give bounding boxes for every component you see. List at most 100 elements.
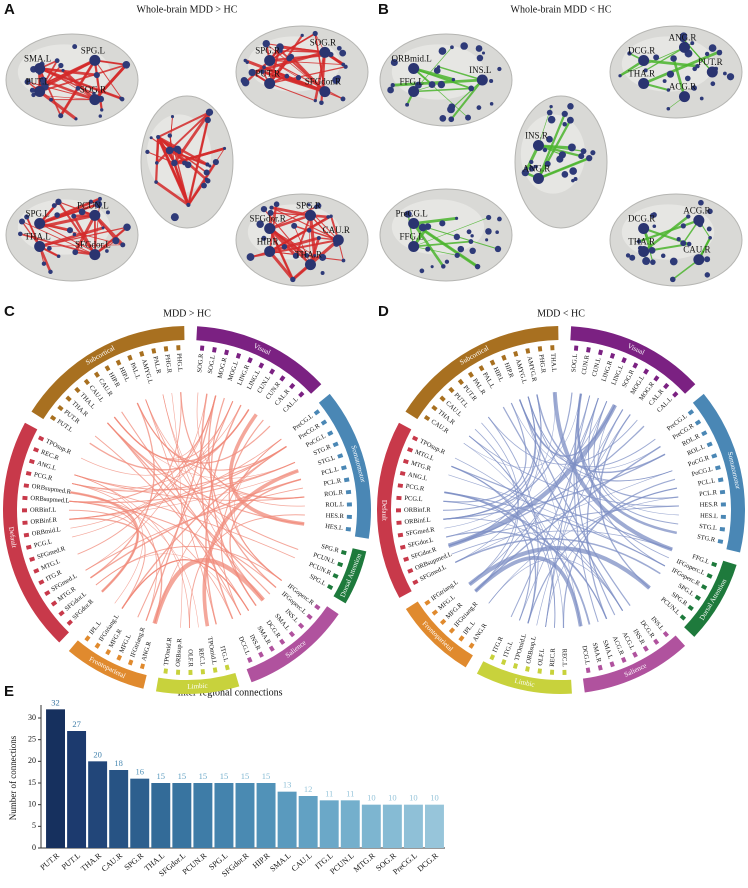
bar [151, 783, 171, 848]
brain-node [320, 271, 325, 275]
brain-node [18, 231, 23, 237]
chord-link [468, 546, 651, 590]
brain-node [319, 100, 324, 105]
region-tick [562, 669, 567, 675]
region-tick [33, 447, 40, 453]
panel-letter: C [4, 303, 15, 320]
region-tick [407, 568, 414, 574]
panel-letter: A [4, 1, 15, 18]
node-label: PUT.L [26, 77, 50, 87]
region-label: REC.L [560, 649, 567, 667]
region-label: FFG.L [691, 553, 710, 565]
region-tick [44, 590, 51, 597]
brain-node [698, 199, 704, 206]
node-label: PCUN.L [77, 200, 109, 210]
region-tick [258, 362, 265, 369]
brain-node [448, 116, 455, 123]
brain-node [390, 58, 398, 67]
region-tick [717, 477, 724, 483]
region-tick [212, 667, 218, 673]
brain-node [74, 117, 78, 121]
brain-node [636, 239, 642, 244]
hub-node [408, 63, 420, 75]
value-label: 11 [325, 788, 333, 798]
brain-node [312, 30, 318, 37]
chord-link [445, 531, 608, 620]
x-tick-label: THA.R [79, 851, 104, 874]
chord-link [200, 393, 234, 620]
region-tick [448, 627, 456, 634]
brain-node [19, 218, 25, 225]
region-label: SOG.L [570, 353, 579, 372]
brain-node [425, 246, 431, 252]
chord-link [85, 393, 208, 571]
brain-node [223, 146, 227, 150]
brain-node [212, 158, 219, 166]
chord-link [562, 478, 676, 628]
region-label: PHG.L [175, 353, 183, 372]
brain-edge [261, 70, 326, 94]
brain-node [475, 45, 483, 52]
brain-node [145, 149, 150, 155]
brain-node [269, 205, 274, 210]
bar [46, 709, 65, 848]
region-label: STG.R [696, 533, 716, 544]
brain-node [262, 65, 266, 70]
brain-node [46, 245, 52, 251]
chord-link [74, 474, 144, 604]
region-tick [717, 539, 724, 544]
network-arc [405, 326, 559, 420]
region-tick [537, 668, 542, 674]
region-tick [687, 409, 695, 416]
y-tick-label: 5 [32, 821, 36, 830]
brain-edge [269, 236, 320, 253]
brain-edge [157, 111, 210, 138]
brain-node [307, 203, 311, 207]
brain-node [246, 253, 255, 261]
brain-edge [168, 111, 211, 152]
region-tick [49, 414, 57, 421]
region-tick [327, 430, 334, 437]
brain-node [704, 51, 710, 57]
value-label: 10 [388, 793, 397, 803]
region-tick [25, 544, 32, 550]
region-tick [105, 648, 112, 656]
region-tick [29, 556, 36, 562]
node-label: DCG.R [628, 214, 655, 224]
region-tick [343, 477, 350, 483]
region-label: PAL.L [129, 362, 142, 381]
region-tick [297, 622, 305, 629]
brain-node [642, 257, 651, 266]
x-tick-label: PUT.L [60, 851, 82, 872]
region-tick [719, 527, 726, 532]
region-label: CUN.R [581, 354, 591, 375]
brain-node [680, 240, 687, 247]
region-tick [279, 375, 286, 382]
network-arc [405, 601, 473, 668]
hub-node [638, 223, 650, 235]
brain-edge [269, 60, 344, 65]
x-tick-label: SMA.L [268, 851, 292, 874]
brain-edge [538, 144, 582, 158]
hub-node [678, 91, 690, 103]
region-tick [424, 599, 431, 606]
hub-node [693, 254, 705, 266]
x-tick-label: CAU.R [100, 851, 125, 874]
bar [319, 800, 339, 848]
region-label: OLF.L [537, 648, 546, 666]
brain-node [486, 214, 492, 221]
brain-edge [268, 46, 282, 84]
region-label: SOG.R [196, 353, 205, 373]
region-tick [423, 414, 431, 421]
brain-node [433, 67, 441, 74]
region-tick [258, 651, 264, 658]
region-label: ANG.L [36, 460, 57, 473]
brain-node [165, 146, 174, 155]
chart-title: Inter-regional connections [177, 687, 282, 698]
brain-node [262, 39, 270, 48]
brain-node [485, 228, 492, 235]
brain-edge [94, 226, 128, 256]
chord-link [77, 392, 182, 555]
brain-node [105, 210, 110, 215]
